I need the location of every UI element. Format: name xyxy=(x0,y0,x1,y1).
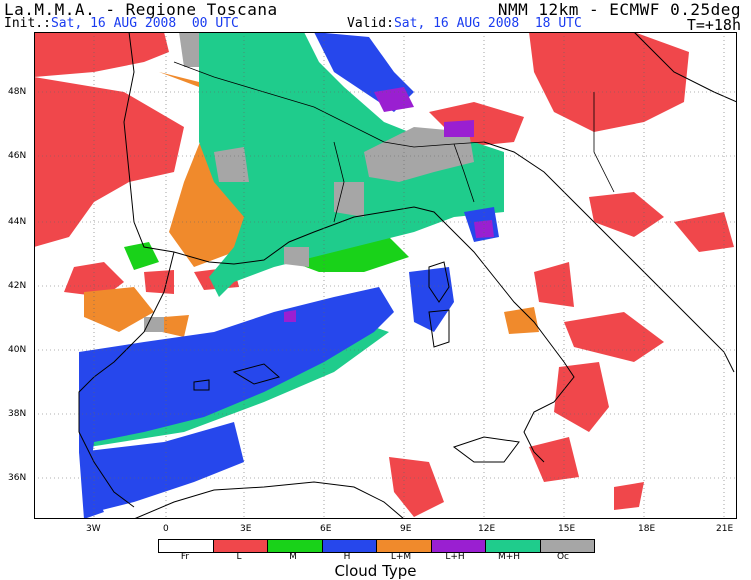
lat-tick-label: 36N xyxy=(8,473,27,483)
lon-tick-label: 21E xyxy=(716,524,734,534)
legend-label: L+M xyxy=(390,552,412,562)
legend-label: H xyxy=(343,552,351,562)
lon-tick-label: 0 xyxy=(163,524,169,534)
map-frame xyxy=(34,32,737,519)
lat-tick-label: 48N xyxy=(8,87,27,97)
valid-line: Valid:Sat, 16 AUG 2008 18 UTC xyxy=(347,16,582,31)
legend-swatch-mh xyxy=(486,540,541,552)
legend-swatch-lm xyxy=(377,540,432,552)
lat-tick-label: 44N xyxy=(8,217,27,227)
valid-value: Sat, 16 AUG 2008 18 UTC xyxy=(393,16,582,31)
lat-tick-label: 40N xyxy=(8,345,27,355)
cloud-overcast xyxy=(144,32,474,332)
coastline xyxy=(78,32,737,519)
legend-swatch-fr xyxy=(159,540,214,552)
country-borders xyxy=(173,61,615,223)
lon-tick-label: 18E xyxy=(638,524,656,534)
lon-tick-label: 3E xyxy=(240,524,252,534)
legend-label: Fr xyxy=(180,552,190,562)
legend-title: Cloud Type xyxy=(334,562,417,580)
lat-tick-label: 46N xyxy=(8,151,27,161)
title-right: NMM 12km - ECMWF 0.25deg xyxy=(497,0,741,19)
title-left: La.M.M.A. - Regione Toscana xyxy=(4,0,278,19)
legend-label: L+H xyxy=(445,552,465,562)
legend-label: Oc xyxy=(556,552,570,562)
legend-label: M+H xyxy=(497,552,521,562)
init-line: Init.:Sat, 16 AUG 2008 00 UTC xyxy=(4,16,239,31)
legend-swatch-lh xyxy=(431,540,486,552)
legend-swatch-l xyxy=(213,540,268,552)
lon-tick-label: 6E xyxy=(320,524,332,534)
legend-label: M xyxy=(289,552,297,562)
lat-tick-label: 38N xyxy=(8,409,27,419)
lon-tick-label: 9E xyxy=(400,524,412,534)
cloud-type-map xyxy=(34,32,737,519)
lon-tick-label: 15E xyxy=(558,524,576,534)
lon-tick-label: 3W xyxy=(86,524,101,534)
legend-swatch-oc xyxy=(540,540,594,552)
legend-swatch-m xyxy=(268,540,323,552)
cloud-low-high xyxy=(284,87,494,322)
forecast-step: T=+18h xyxy=(686,16,741,34)
legend-swatch-h xyxy=(322,540,377,552)
valid-label: Valid: xyxy=(347,16,394,31)
lon-tick-label: 12E xyxy=(478,524,496,534)
init-value: Sat, 16 AUG 2008 00 UTC xyxy=(50,16,239,31)
cloud-low-mid xyxy=(84,72,539,337)
init-label: Init.: xyxy=(4,16,51,31)
legend-label: L xyxy=(236,552,242,562)
lat-tick-label: 42N xyxy=(8,281,27,291)
map-svg xyxy=(34,32,737,519)
legend-colorbar xyxy=(158,539,595,553)
